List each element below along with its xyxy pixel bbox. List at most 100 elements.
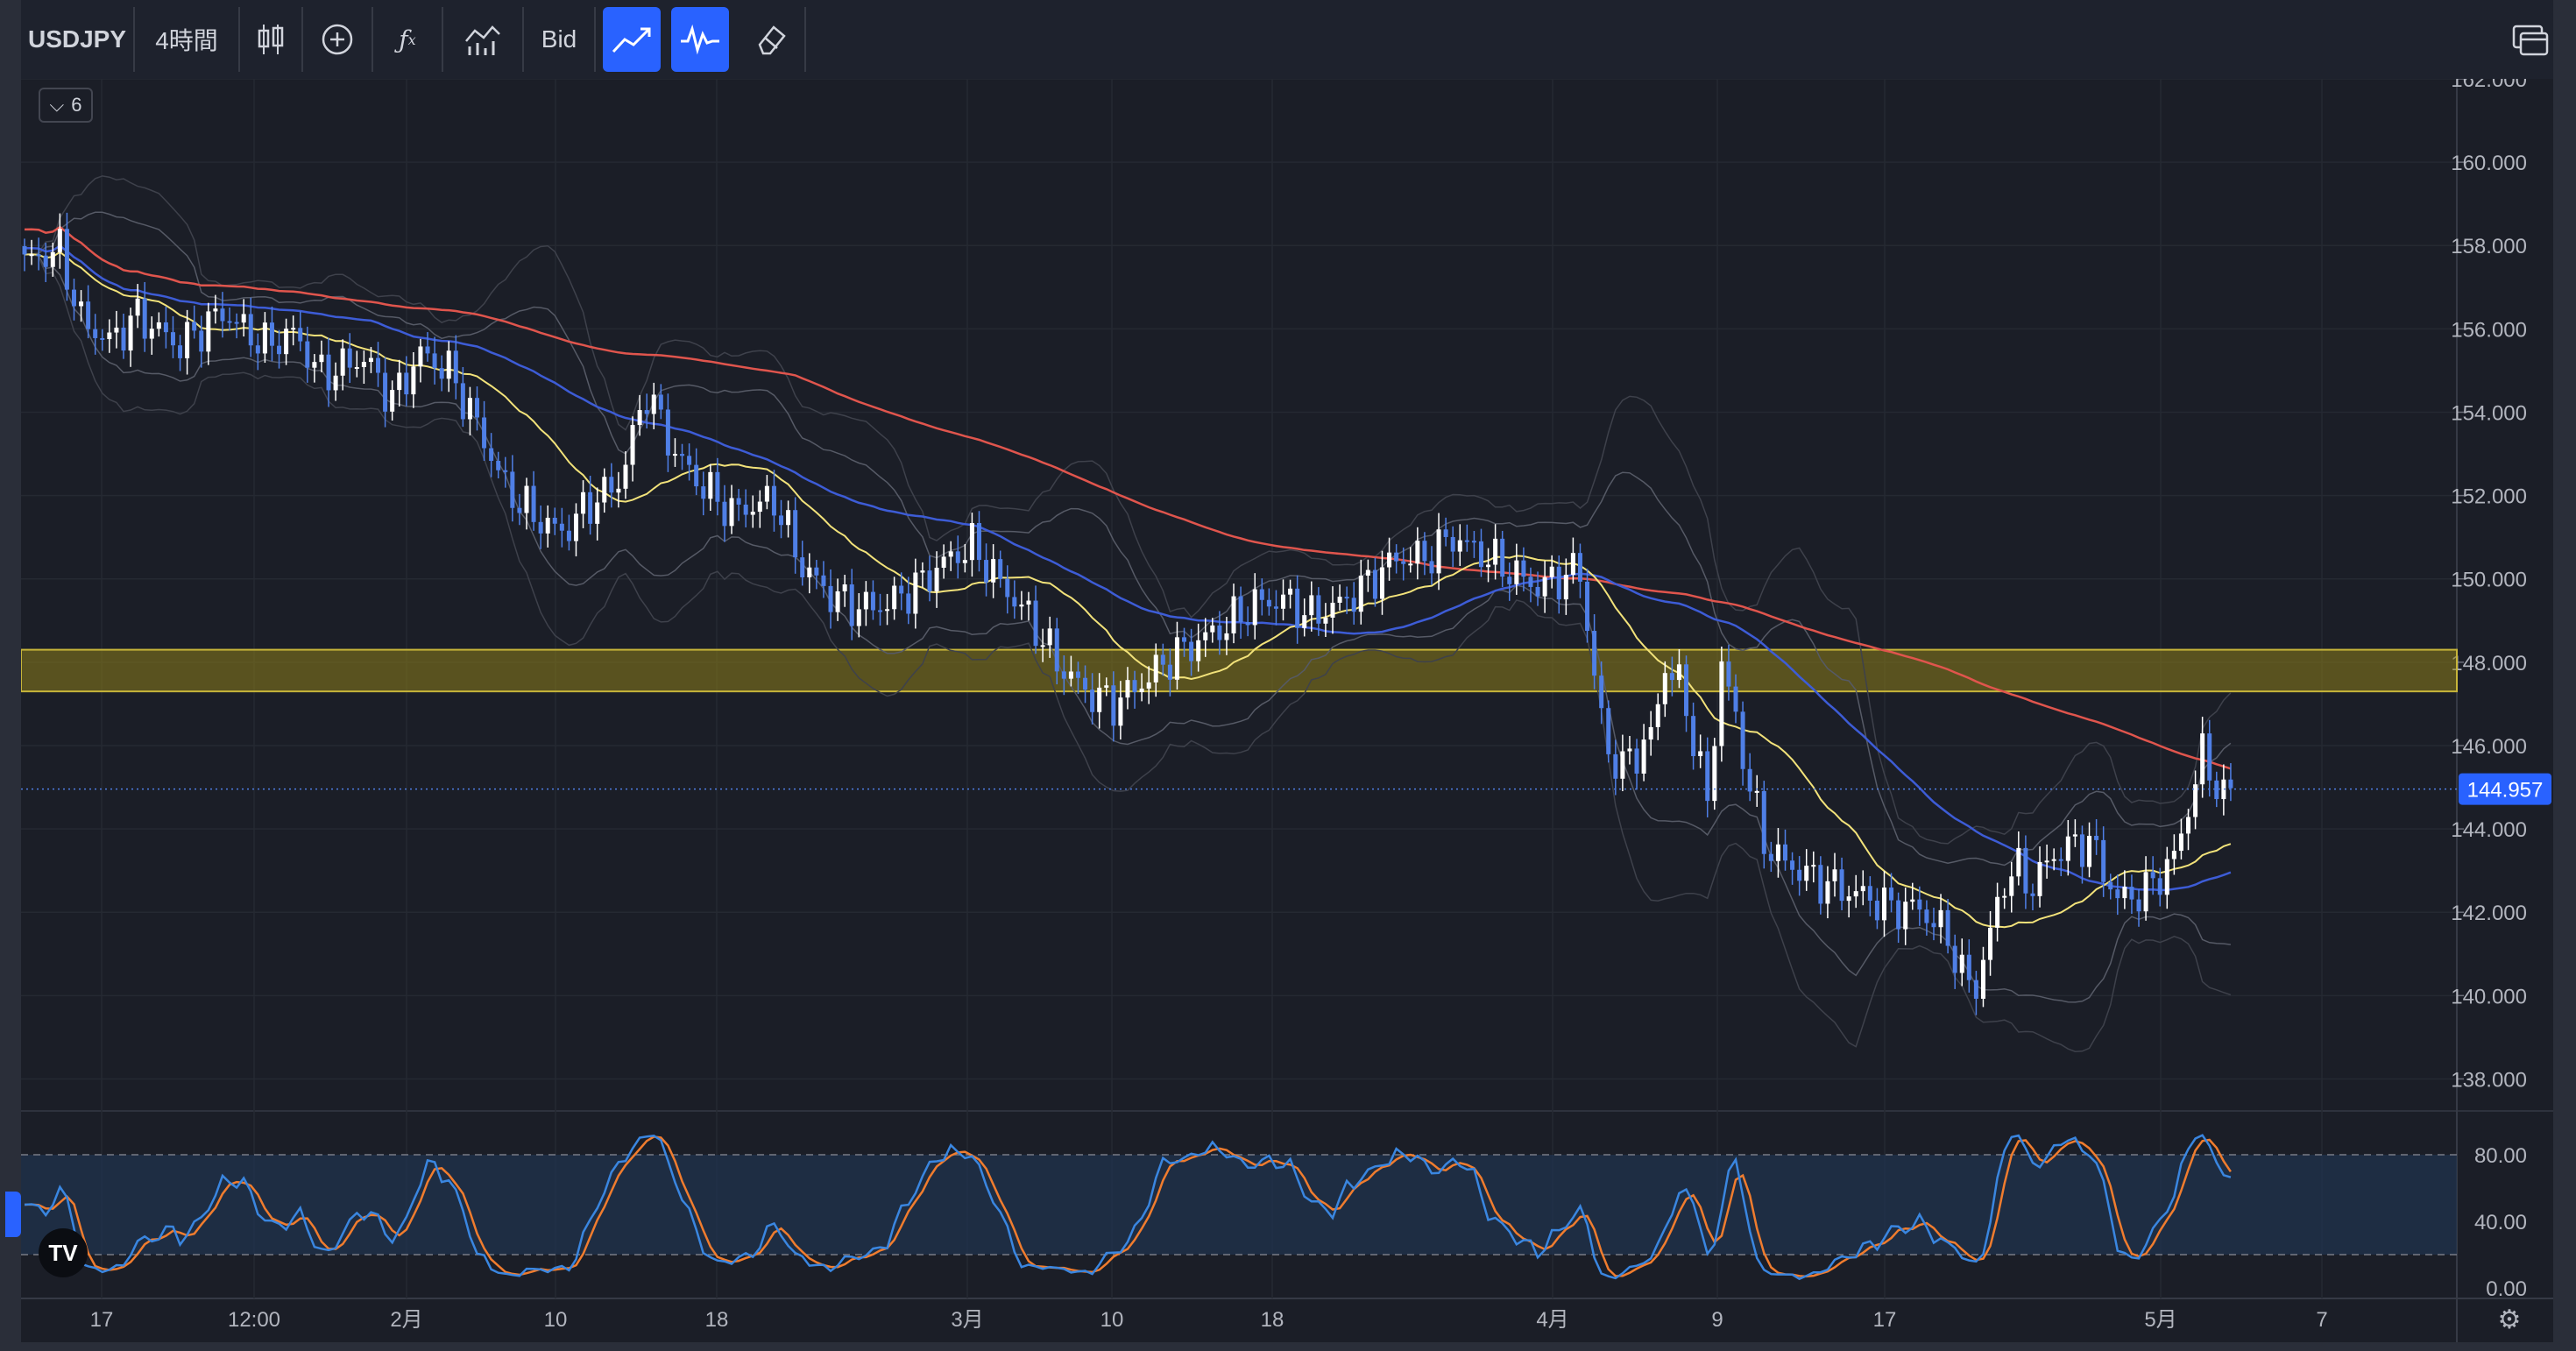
candle-body: [991, 559, 996, 583]
candle-body: [170, 332, 175, 346]
candle-body: [998, 559, 1003, 579]
candle-body: [595, 502, 600, 524]
candles-icon[interactable]: [240, 7, 303, 72]
candle-body: [1655, 704, 1660, 727]
candle-body: [2136, 899, 2141, 912]
candle-body: [1620, 751, 1625, 779]
price-type-label: Bid: [541, 25, 577, 53]
symbol-button[interactable]: USDJPY: [21, 7, 135, 72]
candle-body: [1351, 598, 1356, 612]
candle-body: [672, 454, 677, 456]
candle-body: [581, 492, 586, 514]
chevron-down-icon: ⌵: [49, 94, 65, 116]
candle-body: [467, 398, 472, 420]
candle-body: [1379, 567, 1384, 599]
oscillator-icon[interactable]: [671, 7, 729, 72]
x-tick-label: 18: [705, 1308, 729, 1332]
candle-body: [1054, 628, 1059, 672]
candle-body: [425, 346, 430, 354]
candle-body: [934, 568, 939, 591]
candle-body: [1966, 954, 1971, 980]
candle-body: [312, 362, 317, 368]
candle-body: [1450, 536, 1455, 552]
candle-body: [1775, 844, 1780, 861]
candle-body: [1436, 529, 1441, 574]
side-panel-tab[interactable]: [5, 1192, 21, 1237]
stoch-k-line: [24, 1134, 2232, 1281]
candle-body: [474, 398, 480, 418]
candle-body: [1182, 637, 1187, 642]
candle-body: [1761, 790, 1766, 854]
candle-body: [453, 350, 458, 384]
candle-body: [149, 329, 154, 339]
candle-body: [1486, 564, 1491, 568]
candle-body: [969, 522, 974, 561]
candle-body: [404, 372, 409, 395]
y-tick-label: 146.000: [2451, 735, 2527, 759]
candle-body: [482, 417, 487, 449]
candle-body: [1005, 578, 1010, 598]
candle-body: [708, 471, 713, 499]
settings-gear-icon: ⚙: [2498, 1305, 2522, 1334]
candle-body: [1422, 541, 1427, 562]
candle-body: [319, 354, 324, 363]
candle-body: [1988, 927, 1993, 960]
sma-mid-line: [24, 244, 2232, 892]
candle-body: [602, 477, 607, 503]
candle-body: [1111, 685, 1116, 726]
indicators-icon[interactable]: [443, 7, 524, 72]
interval-button[interactable]: 4時間: [135, 7, 240, 72]
legend-toggle[interactable]: ⌵ 6: [39, 88, 93, 123]
osc-y-tick-label: 0.00: [2486, 1277, 2527, 1301]
price-type-button[interactable]: Bid: [524, 7, 596, 72]
candle-body: [651, 394, 656, 414]
candle-body: [715, 471, 720, 502]
candle-body: [340, 348, 345, 376]
bollinger-lower-1: [24, 253, 2231, 1003]
candle-body: [863, 591, 868, 610]
x-tick-label: 4月: [1536, 1308, 1568, 1332]
candle-body: [383, 372, 388, 412]
trend-icon[interactable]: [603, 7, 661, 72]
candle-body: [531, 485, 536, 522]
candle-body: [1365, 569, 1370, 576]
candle-body: [1521, 560, 1526, 577]
candle-body: [736, 498, 741, 505]
candle-body: [2122, 887, 2127, 899]
candle-body: [616, 488, 621, 493]
candle-body: [64, 229, 69, 290]
candle-body: [821, 575, 826, 586]
add-indicator-icon[interactable]: [303, 7, 373, 72]
x-tick-label: 7: [2316, 1308, 2327, 1332]
candle-body: [178, 345, 183, 358]
price-chart[interactable]: 17 12:00 2月 10 18 3月 10 18 4月 9 17 5月 7 162.000 160.00…: [20, 68, 2553, 1342]
candle-body: [2094, 836, 2099, 840]
candle-body: [1832, 869, 1837, 881]
tradingview-logo[interactable]: TV: [39, 1228, 88, 1277]
candle-body: [1174, 637, 1179, 680]
candle-body: [566, 530, 571, 541]
layout-icon[interactable]: [2508, 7, 2553, 72]
candle-body: [1860, 886, 1865, 892]
candle-body: [1726, 661, 1731, 687]
candle-body: [1273, 606, 1278, 609]
candle-body: [2108, 881, 2113, 890]
candle-body: [1125, 680, 1130, 698]
candle-body: [1931, 923, 1936, 928]
y-tick-label: 142.000: [2451, 902, 2527, 925]
chart-area[interactable]: 17 12:00 2月 10 18 3月 10 18 4月 9 17 5月 7 162.000 160.00…: [20, 68, 2553, 1342]
candle-body: [135, 298, 140, 316]
candle-body: [1754, 790, 1759, 793]
eraser-icon[interactable]: [736, 7, 806, 72]
candle-body: [524, 485, 529, 513]
candle-body: [1528, 576, 1533, 587]
candle-body: [269, 322, 274, 346]
candle-body: [277, 345, 282, 355]
candle-body: [432, 353, 437, 369]
candle-body: [1980, 959, 1985, 999]
candle-body: [354, 367, 359, 370]
candle-body: [298, 328, 303, 342]
candle-body: [750, 512, 755, 515]
x-tick-label: 17: [90, 1308, 114, 1332]
